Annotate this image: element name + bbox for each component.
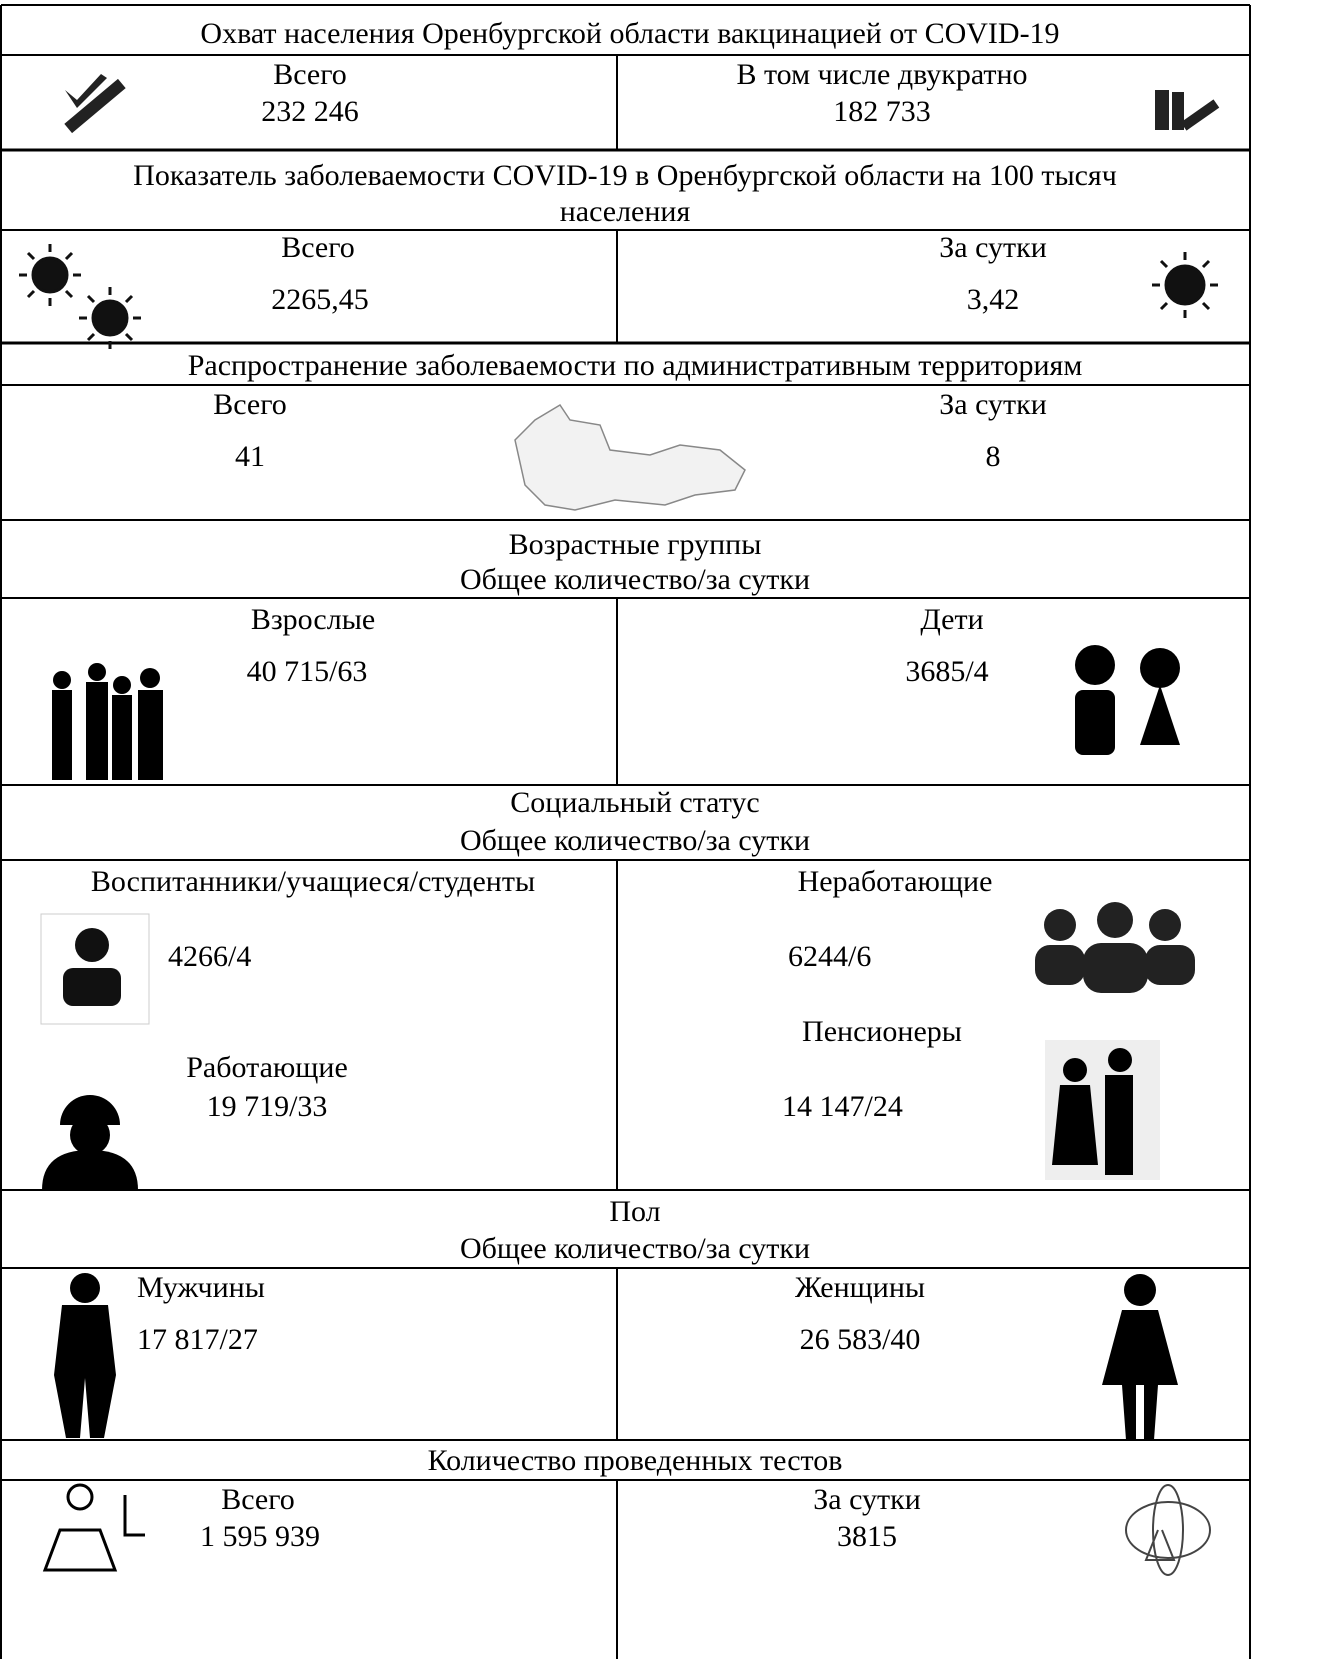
section-title: Социальный статус — [510, 786, 760, 819]
cell-value: 14 147/24 — [782, 1090, 903, 1123]
cell-value: 40 715/63 — [246, 655, 368, 688]
section-title: Пол — [609, 1195, 661, 1228]
cell-value: 3,42 — [966, 283, 1020, 316]
cell-label: Неработающие — [797, 865, 993, 898]
cell-value: 41 — [235, 440, 265, 473]
cell-value: 3815 — [837, 1520, 897, 1553]
section-title: Показатель заболеваемости COVID-19 в Оре… — [133, 159, 1117, 228]
cell-value: 19 719/33 — [206, 1090, 328, 1123]
cell-label: Мужчины — [137, 1271, 265, 1304]
section-subtitle: Общее количество/за сутки — [459, 563, 811, 596]
cell-label: Всего — [281, 231, 355, 264]
cell-value: 182 733 — [833, 95, 931, 128]
cell-label: Всего — [221, 1483, 295, 1516]
cell-value: 232 246 — [261, 95, 359, 128]
cell-label: Всего — [213, 388, 287, 421]
cell-label: Работающие — [186, 1051, 348, 1084]
cell-value: 1 595 939 — [200, 1520, 320, 1553]
cell-label: Женщины — [794, 1271, 926, 1304]
cell-label: В том числе двукратно — [736, 58, 1028, 91]
cell-label: За сутки — [813, 1483, 921, 1516]
cell-label: Дети — [920, 603, 984, 636]
section-title: Охват населения Оренбургской области вак… — [200, 17, 1060, 50]
cell-label: Всего — [273, 58, 347, 91]
cell-label: Пенсионеры — [802, 1015, 962, 1048]
cell-value: 2265,45 — [271, 283, 369, 316]
section-title: Распространение заболеваемости по админи… — [187, 349, 1083, 382]
section-title: Количество проведенных тестов — [427, 1444, 843, 1477]
cell-value: 8 — [985, 440, 1001, 473]
section-subtitle: Общее количество/за сутки — [459, 1232, 811, 1265]
cell-label: Воспитанники/учащиеся/студенты — [90, 865, 536, 898]
cell-label: За сутки — [939, 231, 1047, 264]
cell-value: 17 817/27 — [137, 1323, 258, 1356]
cell-value: 26 583/40 — [799, 1323, 921, 1356]
cell-label: Взрослые — [250, 603, 376, 636]
cell-value: 3685/4 — [905, 655, 989, 688]
cell-value: 6244/6 — [788, 940, 872, 973]
section-subtitle: Общее количество/за сутки — [459, 824, 811, 857]
cell-value: 4266/4 — [168, 940, 252, 973]
section-title: Возрастные группы — [508, 528, 762, 561]
cell-label: За сутки — [939, 388, 1047, 421]
